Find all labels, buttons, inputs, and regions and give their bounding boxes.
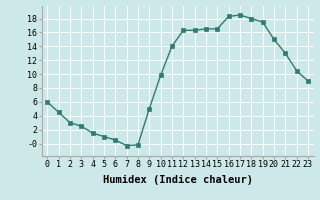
- X-axis label: Humidex (Indice chaleur): Humidex (Indice chaleur): [103, 175, 252, 185]
